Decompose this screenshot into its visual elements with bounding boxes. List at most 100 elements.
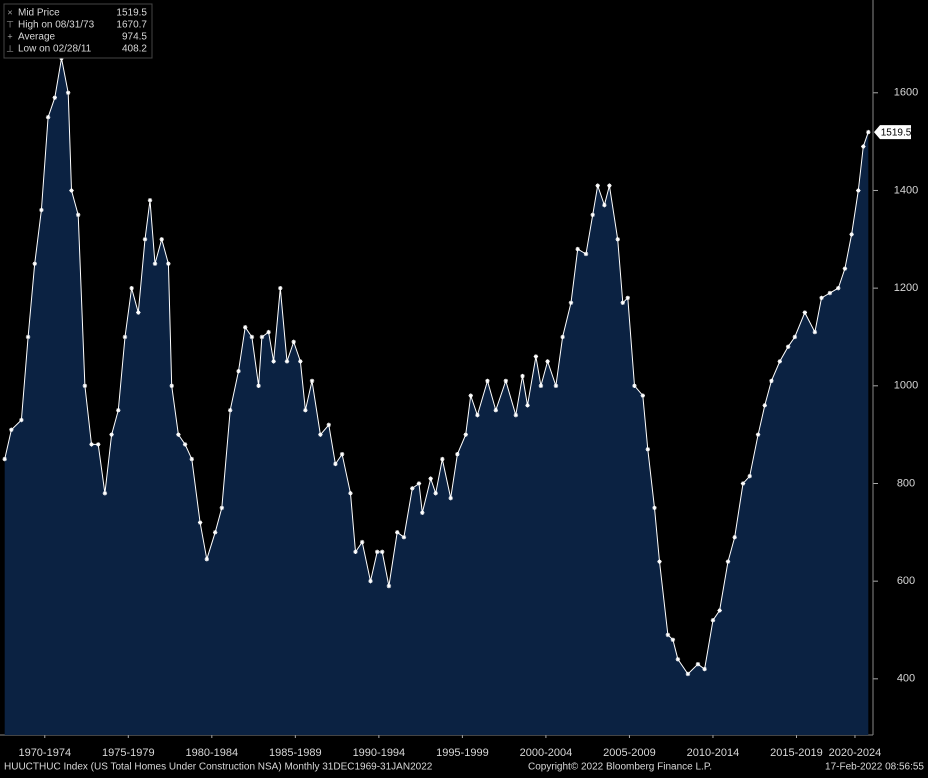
marker (386, 583, 392, 589)
legend-value: 1670.7 (116, 20, 147, 31)
marker (169, 383, 174, 389)
marker (420, 510, 425, 515)
marker (607, 183, 612, 188)
marker (695, 661, 701, 667)
marker (136, 310, 141, 315)
x-tick-label: 1995-1999 (436, 747, 489, 759)
marker (468, 393, 473, 398)
marker (685, 671, 691, 677)
marker (645, 447, 651, 452)
marker (710, 618, 716, 623)
marker (309, 378, 315, 384)
marker (657, 559, 662, 564)
marker (463, 432, 468, 437)
marker (812, 329, 818, 335)
marker (575, 246, 580, 252)
last-price-label: 1519.5 (881, 128, 912, 139)
marker (284, 359, 290, 364)
marker (583, 251, 589, 257)
marker (249, 334, 255, 340)
marker (318, 432, 323, 437)
marker (670, 637, 676, 642)
marker (109, 432, 114, 437)
marker (842, 266, 848, 271)
marker (440, 456, 445, 462)
marker (256, 383, 261, 389)
marker (266, 329, 271, 335)
marker (640, 393, 646, 398)
marker (122, 334, 128, 340)
marker (475, 412, 480, 418)
x-tick-label: 2010-2014 (687, 747, 740, 759)
marker (65, 90, 71, 95)
marker (25, 334, 31, 340)
marker (560, 334, 565, 340)
y-tick-label: 1000 (894, 380, 918, 392)
marker (416, 481, 422, 486)
marker (665, 632, 671, 638)
legend-box (3, 3, 153, 59)
marker (856, 188, 861, 193)
marker (777, 359, 782, 364)
marker (96, 442, 101, 447)
marker (861, 144, 866, 149)
legend-value: 408.2 (122, 44, 147, 55)
marker (595, 183, 600, 188)
marker (197, 520, 203, 525)
marker (632, 383, 637, 389)
marker (182, 442, 188, 447)
last-price-tag (874, 125, 911, 140)
marker (615, 237, 620, 242)
marker (866, 129, 871, 135)
marker (189, 456, 194, 462)
y-tick-label: 1600 (894, 87, 918, 99)
marker (380, 549, 385, 555)
marker (116, 408, 121, 413)
marker (503, 378, 509, 384)
marker (129, 285, 134, 291)
marker (159, 237, 164, 242)
marker (102, 491, 108, 496)
x-tick-label: 2020-2024 (829, 747, 882, 759)
legend-name: Mid Price (18, 8, 60, 19)
marker (620, 300, 625, 305)
marker (717, 608, 722, 613)
marker (353, 549, 358, 555)
y-tick-label: 400 (897, 673, 915, 685)
marker (291, 339, 296, 345)
x-tick-label: 2005-2009 (603, 747, 656, 759)
marker (762, 403, 767, 408)
marker (410, 486, 415, 491)
marker (204, 556, 210, 562)
marker (374, 549, 380, 555)
legend-name: Average (18, 32, 56, 43)
footer-right: 17-Feb-2022 08:56:55 (825, 762, 924, 773)
marker (433, 491, 438, 496)
marker (827, 290, 833, 296)
marker (836, 285, 841, 291)
legend-name: High on 08/31/73 (18, 20, 95, 31)
marker (52, 95, 57, 100)
marker (538, 383, 544, 389)
legend-icon: + (7, 31, 12, 41)
marker (401, 535, 407, 540)
marker (485, 378, 490, 384)
marker (740, 481, 746, 486)
marker (792, 334, 798, 340)
marker (45, 115, 51, 120)
marker (166, 261, 171, 266)
marker (219, 505, 225, 511)
marker (602, 202, 607, 208)
marker (428, 476, 433, 481)
marker (625, 295, 630, 301)
x-tick-label: 2015-2019 (770, 747, 823, 759)
legend-name: Low on 02/28/11 (18, 44, 92, 55)
legend-icon: ⊥ (6, 43, 14, 53)
footer-left: HUUCTHUC Index (US Total Homes Under Con… (4, 762, 433, 773)
marker (702, 666, 707, 672)
marker (545, 359, 550, 364)
marker (368, 578, 373, 584)
marker (243, 325, 248, 330)
x-tick-label: 1990-1994 (353, 747, 406, 759)
